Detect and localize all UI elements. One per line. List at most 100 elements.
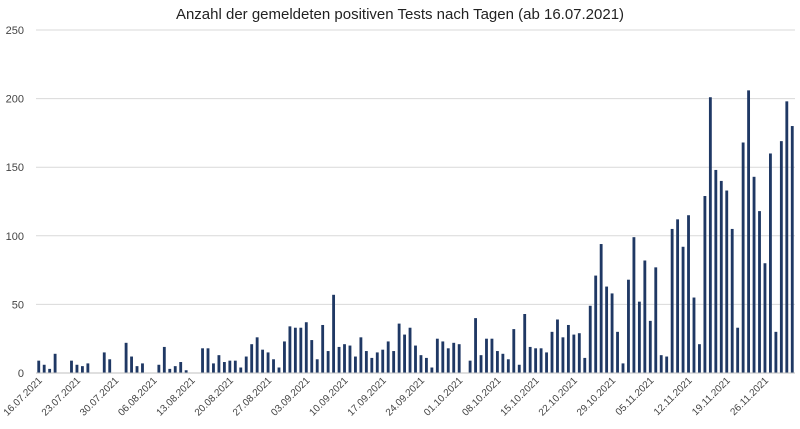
bar [168, 368, 172, 373]
bar [605, 286, 609, 373]
bar [283, 341, 286, 373]
bar [676, 219, 680, 373]
bar [130, 356, 133, 373]
bar [315, 359, 319, 373]
bar [545, 352, 548, 373]
bar [736, 327, 740, 373]
x-tick-label: 15.10.2021 [499, 375, 542, 418]
bar [124, 342, 128, 373]
bar [725, 190, 729, 373]
x-tick-label: 06.08.2021 [116, 375, 159, 418]
bar [490, 338, 494, 373]
bar [452, 342, 456, 373]
bar [485, 338, 488, 373]
bar [561, 337, 565, 373]
bar [70, 360, 73, 373]
bar [250, 344, 254, 373]
bar [332, 294, 336, 373]
bar [53, 353, 57, 373]
bar [785, 101, 789, 374]
bar [414, 345, 417, 373]
x-tick-label: 29.10.2021 [575, 375, 618, 418]
x-tick-label: 19.11.2021 [690, 375, 733, 418]
bar [337, 346, 341, 373]
bar [179, 362, 183, 373]
bar [392, 351, 396, 373]
x-tick-label: 08.10.2021 [460, 375, 503, 418]
bar [108, 359, 112, 373]
bar [446, 348, 450, 373]
bar [48, 368, 52, 373]
x-tick-label: 13.08.2021 [155, 375, 198, 418]
x-tick-label: 01.10.2021 [422, 375, 465, 418]
bar [364, 351, 368, 373]
bar [272, 359, 275, 373]
x-tick-label: 27.08.2021 [231, 375, 274, 418]
bar [659, 355, 663, 373]
y-tick-label: 150 [6, 162, 24, 174]
bar [370, 357, 374, 373]
bar [698, 344, 701, 373]
bar [141, 363, 144, 373]
bar [403, 334, 406, 373]
x-axis-ticks: 16.07.202123.07.202130.07.202106.08.2021… [2, 375, 772, 418]
y-tick-label: 200 [6, 94, 24, 106]
x-tick-label: 20.08.2021 [193, 375, 236, 418]
x-tick-label: 05.11.2021 [614, 375, 657, 418]
bar [435, 338, 439, 373]
bars [37, 90, 794, 374]
bar [566, 324, 570, 373]
x-tick-label: 26.11.2021 [728, 375, 771, 418]
bar [233, 360, 237, 373]
bar [648, 320, 652, 373]
bar [594, 275, 598, 373]
bar [665, 356, 669, 373]
x-tick-label: 23.07.2021 [40, 375, 83, 418]
bar [80, 366, 84, 373]
bar [528, 346, 532, 373]
bar [343, 344, 346, 373]
bar [687, 215, 690, 373]
x-tick-label: 16.07.2021 [2, 375, 45, 418]
bar [397, 323, 401, 373]
bar [266, 352, 270, 373]
bar [201, 348, 204, 373]
bar [506, 359, 510, 373]
y-tick-label: 250 [6, 25, 24, 37]
bar [212, 363, 215, 373]
bar [457, 344, 461, 373]
bar [539, 348, 543, 373]
bar [359, 337, 363, 373]
bar [534, 348, 538, 373]
bar [102, 352, 106, 373]
bar [763, 263, 767, 373]
bar [758, 211, 761, 373]
bar [572, 334, 576, 373]
bar [348, 345, 352, 373]
bar [419, 355, 423, 373]
bar [654, 267, 658, 373]
bar [354, 356, 357, 373]
bar [730, 228, 734, 373]
bar [790, 126, 794, 373]
bar [583, 357, 587, 373]
bar [228, 360, 232, 373]
bar [708, 97, 712, 373]
bar [512, 329, 516, 373]
bar [714, 169, 718, 373]
x-tick-label: 10.09.2021 [307, 375, 350, 418]
y-tick-label: 50 [12, 299, 24, 311]
bar [517, 364, 521, 373]
y-tick-label: 0 [18, 368, 24, 380]
bar [37, 360, 41, 373]
bar [577, 333, 581, 373]
bar [637, 301, 641, 373]
bar [408, 327, 412, 373]
bar [299, 327, 303, 373]
bar [222, 362, 226, 373]
bar [162, 346, 166, 373]
bar [779, 141, 783, 373]
bar [747, 90, 751, 374]
bar [430, 367, 434, 373]
bar [474, 318, 477, 373]
